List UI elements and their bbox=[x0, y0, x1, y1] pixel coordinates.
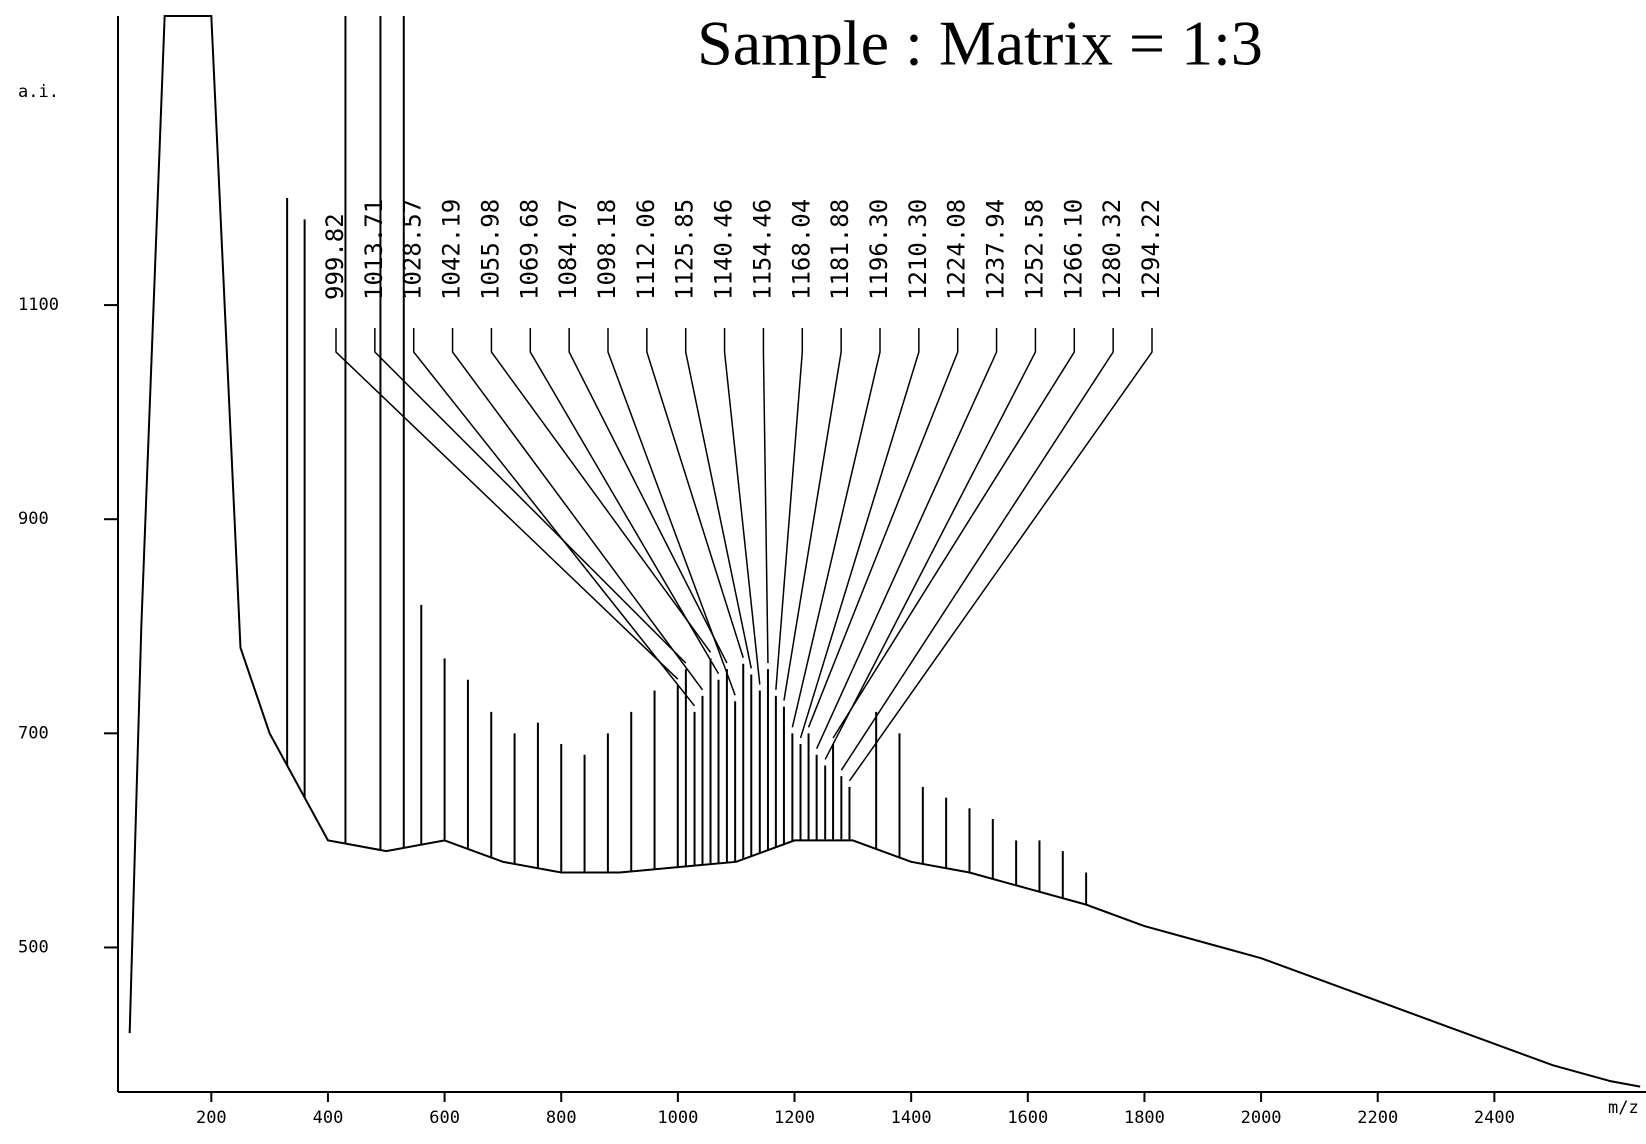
peak-label: 1125.85 bbox=[671, 199, 699, 300]
label-connector bbox=[684, 328, 753, 669]
label-connector bbox=[762, 328, 769, 664]
peak-label: 1069.68 bbox=[515, 199, 543, 300]
peak-label: 1294.22 bbox=[1137, 199, 1165, 300]
x-tick-label: 400 bbox=[313, 1108, 344, 1128]
peak-label: 1112.06 bbox=[632, 199, 660, 300]
label-connector bbox=[451, 328, 704, 691]
x-axis-label: m/z bbox=[1608, 1098, 1639, 1118]
peak-label: 1154.46 bbox=[748, 199, 776, 300]
peak-label: 1210.30 bbox=[904, 199, 932, 300]
peak-label: 1055.98 bbox=[476, 199, 504, 300]
label-connector bbox=[646, 328, 744, 658]
label-connector bbox=[807, 328, 959, 728]
peak-label: 1280.32 bbox=[1098, 199, 1126, 300]
spectrum-line bbox=[128, 15, 1641, 1088]
peak-label: 1181.88 bbox=[826, 199, 854, 300]
x-tick-label: 2000 bbox=[1241, 1108, 1282, 1128]
y-tick-label: 700 bbox=[18, 723, 49, 743]
x-tick-label: 600 bbox=[429, 1108, 460, 1128]
peak-label: 1266.10 bbox=[1059, 199, 1087, 300]
peak-label: 1013.71 bbox=[360, 199, 388, 300]
label-connector bbox=[815, 328, 998, 750]
label-connector bbox=[568, 328, 728, 664]
label-connector bbox=[791, 328, 881, 728]
x-tick-label: 2400 bbox=[1474, 1108, 1515, 1128]
peak-label: 1042.19 bbox=[438, 199, 466, 300]
peak-label: 1224.08 bbox=[943, 199, 971, 300]
x-tick-label: 200 bbox=[196, 1108, 227, 1128]
x-tick-label: 1800 bbox=[1124, 1108, 1165, 1128]
label-connector bbox=[832, 328, 1076, 739]
x-tick-label: 1400 bbox=[891, 1108, 932, 1128]
x-tick-label: 1600 bbox=[1007, 1108, 1048, 1128]
chart-title: Sample : Matrix = 1:3 bbox=[697, 8, 1263, 79]
label-connector bbox=[412, 328, 696, 707]
peak-label: 999.82 bbox=[321, 213, 349, 300]
peak-label: 1098.18 bbox=[593, 199, 621, 300]
label-connector bbox=[799, 328, 920, 739]
label-connector bbox=[335, 328, 679, 680]
y-tick-label: 900 bbox=[18, 509, 49, 529]
label-connector bbox=[848, 328, 1153, 782]
peak-label: 1168.04 bbox=[787, 199, 815, 300]
label-connector bbox=[775, 328, 804, 690]
peak-label: 1028.57 bbox=[399, 199, 427, 300]
peak-label: 1252.58 bbox=[1020, 199, 1048, 300]
label-connector bbox=[374, 328, 687, 664]
x-tick-label: 1000 bbox=[657, 1108, 698, 1128]
label-connector bbox=[824, 328, 1037, 760]
label-connector bbox=[783, 328, 842, 701]
label-connector bbox=[723, 328, 761, 685]
label-connector bbox=[840, 328, 1114, 771]
peak-label: 1196.30 bbox=[865, 199, 893, 300]
label-connector bbox=[607, 328, 736, 696]
y-axis-label: a.i. bbox=[18, 82, 59, 102]
peak-label: 1237.94 bbox=[982, 199, 1010, 300]
x-tick-label: 800 bbox=[546, 1108, 577, 1128]
x-tick-label: 2200 bbox=[1357, 1108, 1398, 1128]
peak-label: 1084.07 bbox=[554, 199, 582, 300]
x-tick-label: 1200 bbox=[774, 1108, 815, 1128]
label-connector bbox=[490, 328, 712, 653]
y-tick-label: 1100 bbox=[18, 295, 59, 315]
label-connector bbox=[529, 328, 720, 675]
y-tick-label: 500 bbox=[18, 937, 49, 957]
peak-label: 1140.46 bbox=[710, 199, 738, 300]
